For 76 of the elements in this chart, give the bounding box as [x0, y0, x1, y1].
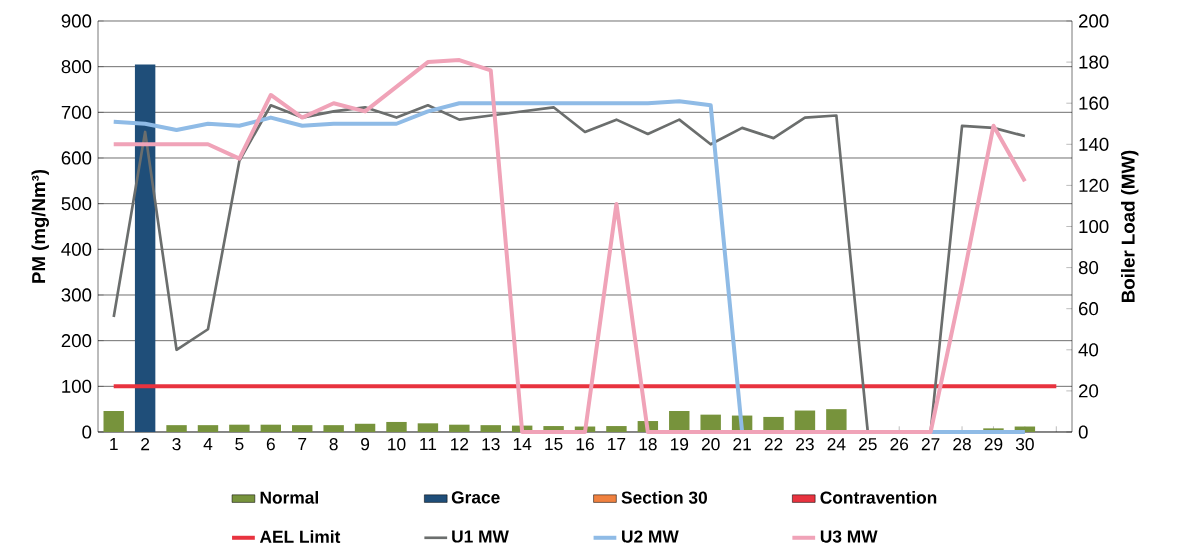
- y2-tick-label: 140: [1079, 137, 1109, 151]
- y-tick-label: 400: [61, 242, 92, 256]
- legend-label: U2 MW: [622, 530, 679, 543]
- y2-tick-label: 200: [1079, 14, 1109, 28]
- y2-tick-label: 160: [1079, 96, 1109, 110]
- y-tick-label: 800: [61, 60, 92, 74]
- x-tick-label: 10: [388, 438, 406, 451]
- x-tick-label: 20: [701, 438, 720, 451]
- legend-label: Normal: [260, 491, 318, 504]
- x-tick-label: 30: [1015, 438, 1034, 451]
- bar: [606, 426, 627, 432]
- x-tick-label: 24: [827, 438, 846, 451]
- x-tick-label: 9: [361, 438, 370, 451]
- x-tick-label: 19: [670, 438, 689, 451]
- bar: [229, 424, 250, 432]
- x-tick-label: 2: [141, 438, 150, 451]
- x-tick-label: 26: [890, 438, 909, 451]
- x-tick-label: 18: [639, 438, 657, 451]
- bar: [260, 424, 282, 432]
- x-tick-label: 16: [576, 438, 594, 451]
- bar: [386, 421, 407, 432]
- y-tick-label: 600: [61, 151, 92, 165]
- x-tick-label: 29: [984, 438, 1003, 451]
- x-tick-label: 12: [451, 438, 469, 451]
- bar: [197, 425, 219, 432]
- y-tick-label: 500: [61, 197, 92, 211]
- bar: [134, 64, 156, 432]
- x-tick-label: 23: [796, 438, 814, 451]
- x-tick-label: 4: [203, 438, 213, 450]
- x-tick-label: 13: [482, 438, 500, 451]
- x-tick-label: 5: [235, 438, 244, 451]
- y2-tick-label: 0: [1078, 425, 1088, 439]
- x-tick-label: 6: [266, 438, 275, 451]
- y2-axis-title: Boiler Load (MW): [1121, 150, 1139, 302]
- y2-tick-label: 100: [1079, 219, 1109, 234]
- y-axis-title: PM (mg/Nm³): [31, 169, 49, 283]
- x-tick-label: 17: [608, 438, 626, 450]
- x-tick-label: 8: [329, 438, 338, 451]
- y2-tick-label: 60: [1079, 302, 1099, 316]
- y2-tick-label: 20: [1079, 384, 1099, 398]
- bar: [323, 425, 344, 432]
- bar: [354, 423, 376, 432]
- x-tick-label: 1: [110, 438, 118, 450]
- x-tick-label: 21: [733, 438, 751, 451]
- x-tick-label: 7: [298, 438, 307, 450]
- y-tick-label: 0: [82, 425, 92, 439]
- y-tick-label: 300: [61, 288, 92, 302]
- legend-label: Section 30: [621, 491, 707, 504]
- x-tick-label: 22: [764, 438, 783, 451]
- bar: [166, 425, 187, 432]
- legend-label: Contravention: [820, 491, 937, 504]
- y-tick-label: 700: [61, 105, 92, 119]
- legend-label: Grace: [451, 491, 500, 504]
- y2-tick-label: 120: [1079, 178, 1109, 193]
- bar: [826, 409, 847, 432]
- x-tick-label: 15: [545, 438, 563, 451]
- y2-tick-label: 80: [1078, 260, 1099, 275]
- x-tick-label: 28: [953, 438, 971, 451]
- y-tick-label: 900: [61, 14, 92, 28]
- bar: [103, 410, 124, 432]
- bar: [449, 424, 470, 432]
- y2-tick-label: 40: [1078, 343, 1099, 357]
- x-tick-label: 3: [172, 438, 181, 451]
- legend-label: AEL Limit: [259, 530, 341, 543]
- y-tick-label: 100: [62, 379, 92, 393]
- legend-label: U1 MW: [452, 530, 509, 543]
- bar: [417, 423, 439, 432]
- y2-tick-label: 180: [1079, 55, 1109, 69]
- x-tick-label: 27: [921, 438, 940, 451]
- legend-label: U3 MW: [820, 530, 878, 543]
- x-tick-label: 11: [420, 438, 437, 450]
- bar: [480, 425, 501, 432]
- y-tick-label: 200: [61, 334, 92, 348]
- x-tick-label: 25: [859, 438, 877, 451]
- bar: [292, 425, 313, 432]
- x-tick-label: 14: [513, 438, 532, 450]
